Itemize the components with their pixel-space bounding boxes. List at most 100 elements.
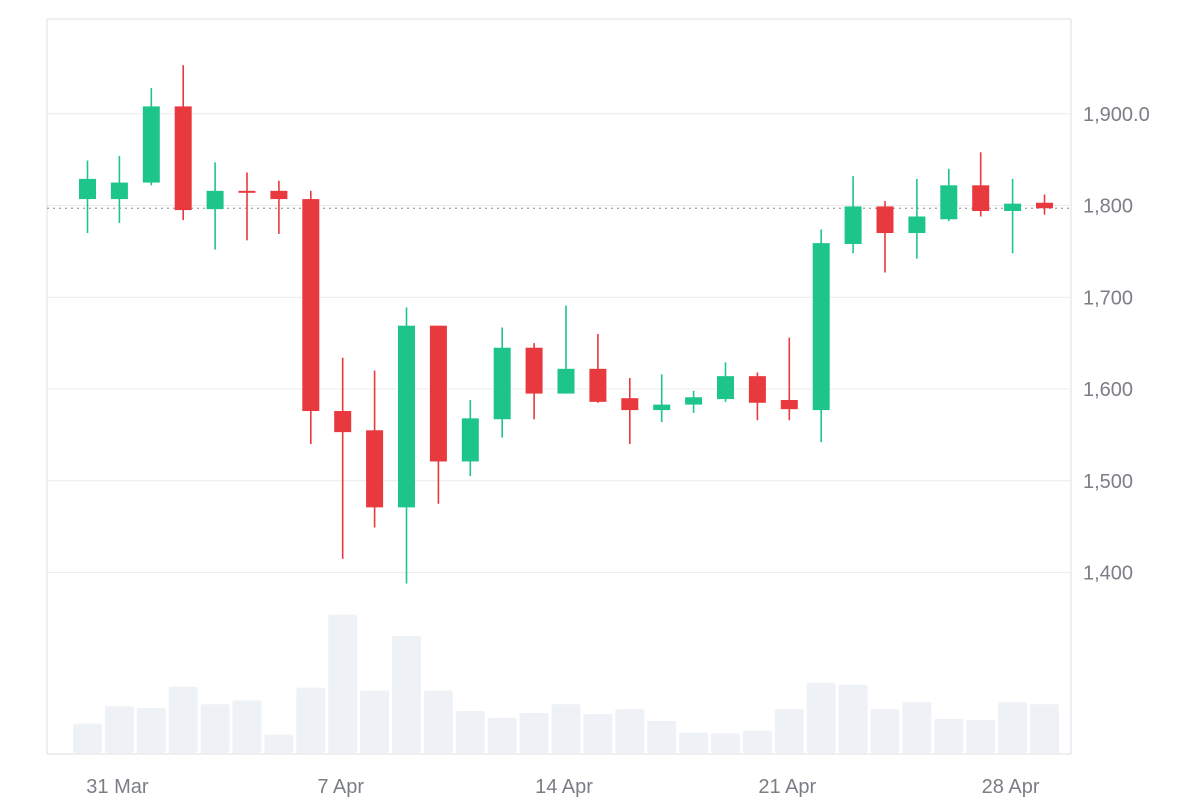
candle — [621, 377, 639, 445]
y-tick-label: 1,800 — [1083, 196, 1133, 218]
candle-body — [525, 347, 543, 394]
x-tick-label: 28 Apr — [982, 776, 1040, 798]
candle — [589, 333, 607, 403]
candle-body — [174, 106, 192, 211]
volume-bar — [1030, 704, 1059, 753]
candle-body — [748, 376, 766, 403]
volume-bar — [200, 704, 230, 753]
volume-bar — [168, 686, 198, 753]
volume-bar — [455, 711, 485, 753]
candle — [780, 337, 798, 421]
volume-bar — [806, 682, 836, 753]
volume-bar — [360, 690, 390, 753]
volume-bar — [679, 732, 709, 753]
candle — [940, 168, 958, 222]
volume-bar — [774, 709, 804, 753]
volume-bar — [615, 709, 645, 753]
candle-body — [940, 185, 958, 220]
candle — [972, 152, 990, 217]
y-tick-label: 1,900.0 — [1083, 104, 1150, 126]
candle-body — [79, 178, 96, 200]
candle-body — [398, 325, 415, 508]
candle — [748, 372, 766, 421]
candle-body — [461, 418, 479, 462]
volume-bar — [966, 719, 996, 753]
volume-bar — [423, 690, 453, 753]
candle-body — [908, 216, 926, 234]
candle — [174, 65, 192, 221]
volume-bar — [551, 704, 581, 753]
candle-body — [844, 206, 862, 245]
candle — [812, 229, 830, 443]
candle-body — [589, 368, 607, 402]
y-axis: 1,400 1,500 1,600 1,700 1,800 1,900.0 — [1083, 104, 1150, 585]
candle-body — [302, 199, 320, 412]
candle — [398, 307, 415, 584]
volume-bar — [711, 733, 740, 753]
volume-bar — [583, 714, 613, 753]
candle-body — [429, 325, 447, 462]
volume-bar — [232, 700, 262, 753]
candle — [206, 162, 224, 250]
candle — [461, 400, 479, 477]
x-tick-label: 14 Apr — [535, 776, 593, 798]
y-tick-label: 1,700 — [1083, 287, 1133, 309]
x-tick-label: 31 Mar — [86, 776, 149, 798]
x-tick-label: 21 Apr — [758, 776, 816, 798]
candle — [717, 362, 734, 402]
candle-body — [717, 376, 734, 400]
volume-bar — [328, 614, 358, 753]
volume-bar — [902, 702, 932, 753]
candle-body — [685, 397, 703, 405]
candle-body — [1036, 202, 1053, 209]
candle — [557, 305, 575, 394]
volume-bar — [136, 708, 166, 753]
candle-body — [812, 243, 830, 411]
candle — [270, 180, 288, 234]
x-axis: 31 Mar 7 Apr 14 Apr 21 Apr 28 Apr — [86, 776, 1040, 798]
candle — [79, 160, 96, 234]
candle — [525, 343, 543, 420]
candle-body — [110, 182, 128, 200]
candle — [493, 327, 511, 438]
candle — [908, 178, 926, 259]
candle-body — [1004, 203, 1022, 212]
candle — [142, 88, 160, 186]
y-tick-label: 1,600 — [1083, 379, 1133, 401]
candle-body — [334, 411, 352, 433]
candle — [238, 172, 256, 241]
candle — [334, 357, 352, 559]
volume-bar — [264, 734, 294, 753]
candle-body — [621, 398, 639, 411]
candle — [110, 155, 128, 223]
volume-bars — [73, 614, 1059, 753]
volume-bar — [104, 706, 134, 753]
candle — [429, 325, 447, 504]
volume-bar — [998, 702, 1028, 753]
candle-body — [557, 368, 575, 394]
volume-bar — [392, 636, 421, 753]
volume-bar — [647, 720, 677, 753]
y-tick-label: 1,500 — [1083, 471, 1133, 493]
candle — [366, 370, 384, 528]
candle — [844, 176, 862, 254]
candle — [876, 200, 894, 273]
y-tick-label: 1,400 — [1083, 563, 1133, 585]
candle — [653, 374, 671, 423]
candle — [685, 390, 703, 413]
candle-body — [206, 190, 224, 210]
candle-body — [142, 106, 160, 183]
volume-bar — [487, 717, 517, 753]
candle-body — [780, 400, 798, 410]
volume-bar — [73, 723, 102, 753]
volume-bar — [742, 730, 772, 753]
candle-body — [972, 185, 990, 212]
candle-body — [238, 190, 256, 193]
candle — [302, 190, 320, 445]
candle-body — [366, 430, 384, 508]
candle-body — [493, 347, 511, 420]
candle-body — [653, 404, 671, 411]
volume-bar — [519, 713, 549, 753]
